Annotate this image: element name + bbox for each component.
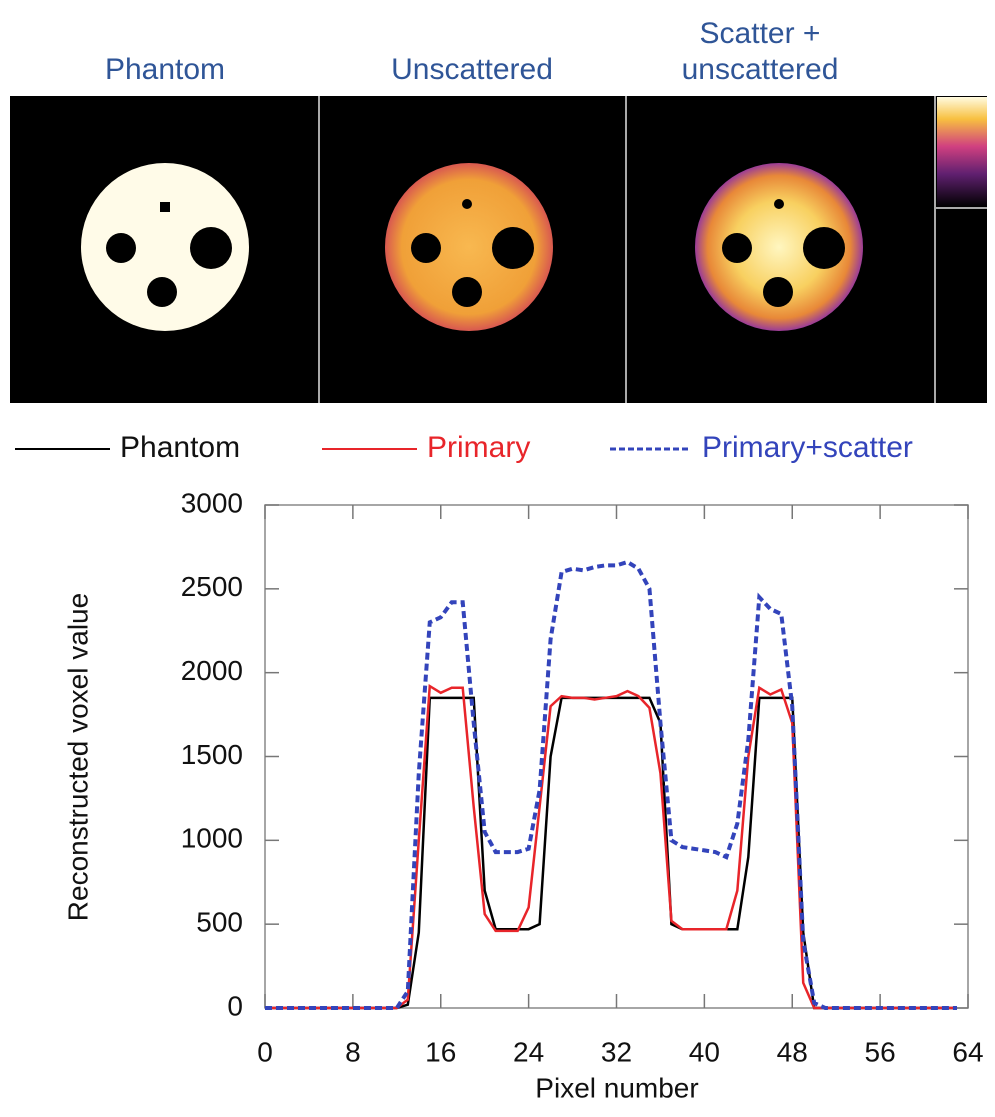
y-tick-label: 2500 bbox=[181, 571, 243, 602]
y-tick-label: 500 bbox=[196, 907, 243, 938]
x-axis-label: Pixel number bbox=[535, 1072, 698, 1103]
x-tick-label: 56 bbox=[865, 1036, 896, 1067]
x-tick-label: 16 bbox=[425, 1036, 456, 1067]
data-line bbox=[265, 559, 958, 1010]
plot-frame bbox=[264, 504, 969, 1009]
panel-title: Scatter + unscattered bbox=[681, 17, 839, 86]
x-tick-label: 24 bbox=[513, 1036, 544, 1067]
x-tick-label: 48 bbox=[777, 1036, 808, 1067]
data-line bbox=[265, 696, 958, 1010]
y-tick-label: 1000 bbox=[181, 823, 243, 854]
y-tick-label: 3000 bbox=[181, 487, 243, 518]
image-panels bbox=[10, 96, 987, 403]
y-tick-label: 2000 bbox=[181, 655, 243, 686]
x-tick-label: 40 bbox=[689, 1036, 720, 1067]
y-tick-label: 1500 bbox=[181, 739, 243, 770]
panel-title: Phantom bbox=[104, 53, 226, 86]
panel-title: Unscattered bbox=[391, 53, 553, 86]
legend-label: Phantom bbox=[120, 431, 240, 464]
legend-label: Primary+scatter bbox=[702, 431, 913, 464]
x-tick-label: 0 bbox=[257, 1036, 273, 1067]
y-tick-label: 0 bbox=[227, 990, 243, 1021]
data-line bbox=[265, 683, 958, 1010]
x-tick-label: 8 bbox=[345, 1036, 361, 1067]
x-tick-label: 64 bbox=[952, 1036, 983, 1067]
x-tick-label: 32 bbox=[601, 1036, 632, 1067]
y-axis-label: Reconstructed voxel value bbox=[62, 593, 93, 921]
legend-label: Primary bbox=[427, 431, 530, 464]
